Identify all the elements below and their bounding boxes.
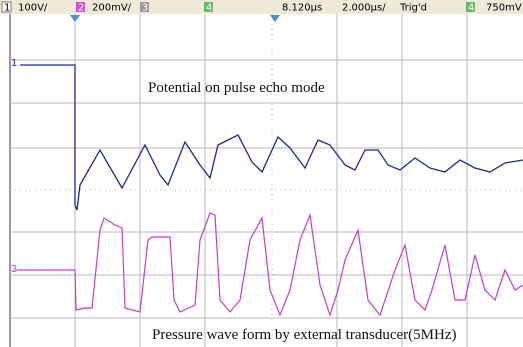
display (0, 14, 523, 347)
page: 1 2 Potential on pulse echo mode Pressur… (0, 0, 523, 347)
ch2-marker: 2 (11, 264, 17, 275)
ch1-badge: 1 (4, 3, 10, 14)
trigger-position: 8.120µs (282, 3, 322, 14)
ch1-scale: 100V/ (18, 3, 48, 14)
annotation: Pressure wave form by external transduce… (152, 327, 456, 343)
annotation: Potential on pulse echo mode (148, 80, 325, 96)
trigger-status: Trig'd (399, 3, 427, 14)
trigger-level: 750mV (486, 3, 522, 14)
ch4-badge: 4 (206, 3, 212, 14)
ch3-badge: 3 (142, 3, 148, 14)
ch1-marker: 1 (11, 58, 17, 69)
trigger-badge: 4 (468, 3, 474, 14)
scope-screen: 1 2 Potential on pulse echo mode Pressur… (0, 0, 523, 347)
ch2-scale: 200mV/ (92, 3, 132, 14)
ch2-badge: 2 (78, 3, 84, 14)
timebase: 2.000µs/ (342, 3, 386, 14)
